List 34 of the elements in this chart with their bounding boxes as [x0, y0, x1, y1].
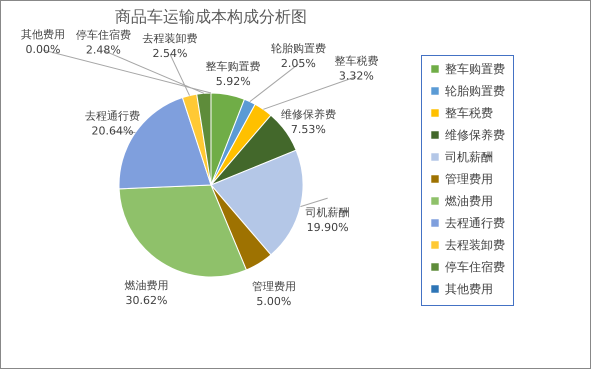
legend-label: 整车税费 [445, 106, 493, 120]
data-label: 2.48% [86, 43, 121, 56]
slice-label: 停车住宿费 [76, 28, 131, 42]
legend-label: 轮胎购置费 [445, 84, 505, 98]
legend-label: 其他费用 [445, 282, 493, 296]
legend-label: 整车购置费 [445, 62, 505, 76]
slice-label: 燃油费用 [124, 279, 169, 292]
legend-label: 管理费用 [445, 172, 493, 186]
category-label: 其他费用 [21, 28, 65, 41]
legend-label: 去程通行费 [445, 216, 505, 230]
slice-label: 去程装卸费 [142, 32, 198, 46]
data-label: 2.05% [280, 57, 316, 70]
slice-label: 整车税费 [334, 54, 378, 68]
data-label: 30.62% [126, 294, 168, 308]
data-label: 5.00% [256, 295, 292, 308]
slice-label: 整车购置费 [206, 60, 261, 74]
slice-label: 轮胎购置费 [270, 42, 326, 56]
data-label: 3.32% [338, 70, 374, 83]
slice-label: 管理费用 [252, 280, 296, 294]
legend-label: 燃油费用 [445, 194, 493, 208]
text: 0.00% [26, 43, 60, 56]
data-label: 19.90% [306, 221, 349, 234]
chart-title: 商品车运输成本构成分析图 [115, 7, 307, 26]
legend-label: 维修保养费 [445, 128, 505, 142]
legend-label: 去程装卸费 [445, 238, 505, 252]
slice-label: 维修保养费 [280, 108, 336, 121]
data-label: 7.53% [290, 122, 326, 136]
data-label: 20.64% [91, 124, 134, 138]
data-label: 5.92% [216, 75, 251, 88]
legend-label: 停车住宿费 [445, 260, 505, 274]
slice-label: 司机薪酬 [306, 206, 350, 220]
legend-label: 司机薪酬 [445, 150, 493, 164]
slice-label: 去程通行费 [84, 110, 140, 123]
data-label: 2.54% [152, 47, 188, 60]
